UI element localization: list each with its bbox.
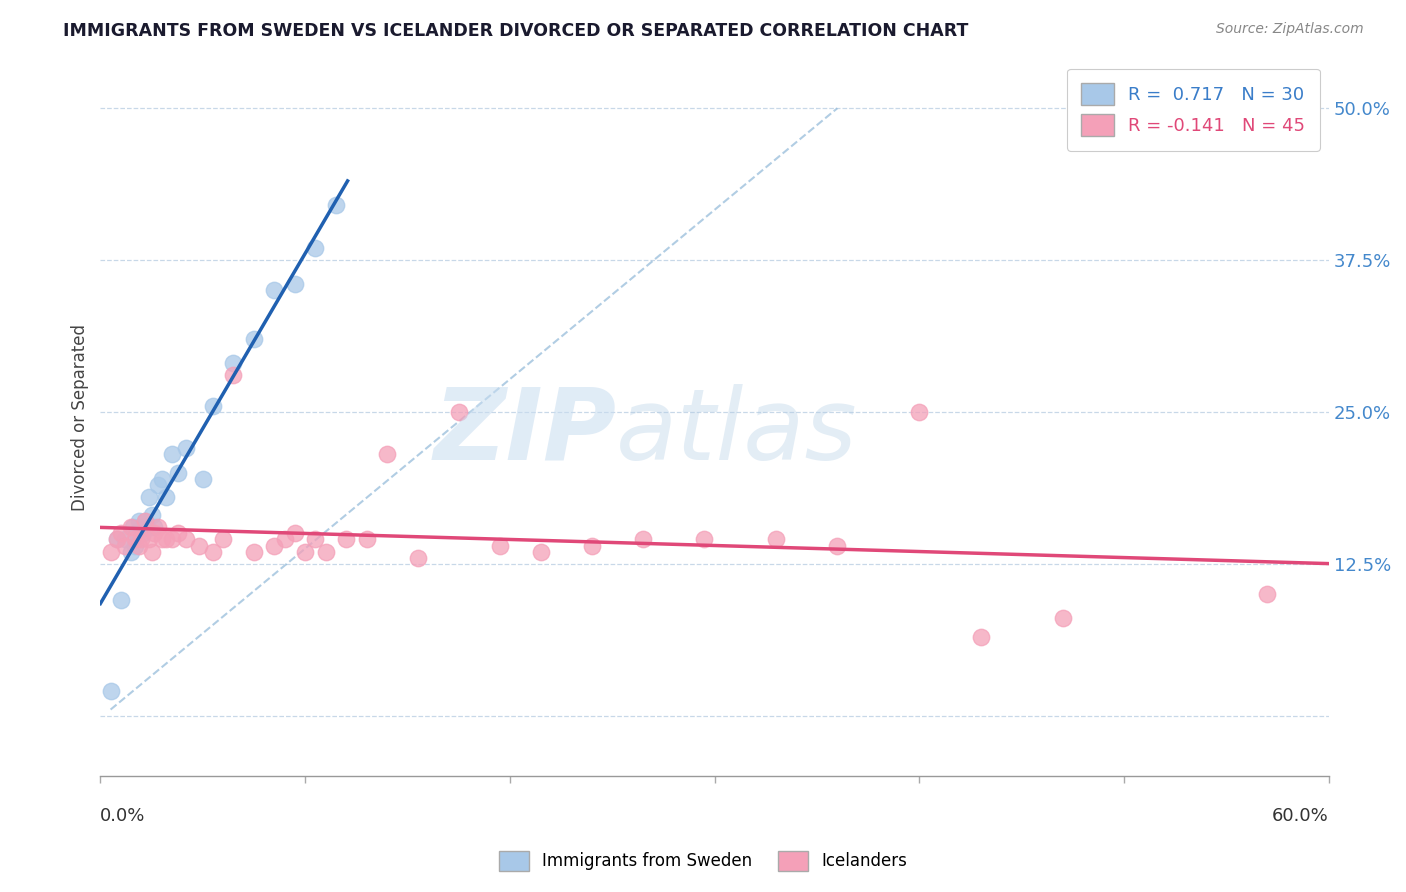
Point — [222, 368, 245, 383]
Point — [146, 478, 169, 492]
Point — [176, 533, 198, 547]
Point — [187, 539, 209, 553]
Point — [129, 533, 152, 547]
Point — [294, 544, 316, 558]
Y-axis label: Divorced or Separated: Divorced or Separated — [72, 325, 89, 511]
Point — [142, 526, 165, 541]
Point — [406, 550, 429, 565]
Point — [128, 539, 150, 553]
Text: ZIP: ZIP — [433, 384, 616, 481]
Point — [335, 533, 357, 547]
Text: 0.0%: 0.0% — [100, 806, 146, 825]
Point — [134, 514, 156, 528]
Legend: Immigrants from Sweden, Icelanders: Immigrants from Sweden, Icelanders — [491, 842, 915, 880]
Point — [631, 533, 654, 547]
Point — [356, 533, 378, 547]
Legend: R =  0.717   N = 30, R = -0.141   N = 45: R = 0.717 N = 30, R = -0.141 N = 45 — [1067, 69, 1320, 151]
Point — [315, 544, 337, 558]
Point — [176, 442, 198, 456]
Text: IMMIGRANTS FROM SWEDEN VS ICELANDER DIVORCED OR SEPARATED CORRELATION CHART: IMMIGRANTS FROM SWEDEN VS ICELANDER DIVO… — [63, 22, 969, 40]
Point — [105, 533, 128, 547]
Point — [167, 466, 190, 480]
Point — [142, 520, 165, 534]
Point — [167, 526, 190, 541]
Point — [222, 356, 245, 370]
Point — [127, 526, 149, 541]
Point — [908, 405, 931, 419]
Point — [284, 277, 307, 292]
Point — [263, 539, 285, 553]
Point — [110, 593, 132, 607]
Point — [243, 332, 266, 346]
Point — [160, 447, 183, 461]
Point — [132, 526, 155, 541]
Point — [110, 526, 132, 541]
Point — [155, 533, 177, 547]
Point — [105, 533, 128, 547]
Point — [447, 405, 470, 419]
Point — [201, 399, 224, 413]
Point — [243, 544, 266, 558]
Point — [136, 520, 159, 534]
Point — [150, 533, 173, 547]
Point — [581, 539, 603, 553]
Point — [155, 490, 177, 504]
Point — [1052, 611, 1074, 625]
Point — [304, 533, 326, 547]
Point — [100, 544, 122, 558]
Point — [325, 198, 347, 212]
Point — [284, 526, 307, 541]
Point — [488, 539, 510, 553]
Point — [970, 630, 993, 644]
Point — [1256, 587, 1278, 601]
Text: atlas: atlas — [616, 384, 858, 481]
Point — [304, 241, 326, 255]
Point — [134, 514, 156, 528]
Text: Source: ZipAtlas.com: Source: ZipAtlas.com — [1216, 22, 1364, 37]
Point — [128, 514, 150, 528]
Point — [138, 490, 160, 504]
Point — [124, 539, 146, 553]
Point — [273, 533, 295, 547]
Point — [114, 539, 136, 553]
Point — [263, 284, 285, 298]
Point — [191, 472, 214, 486]
Point — [765, 533, 787, 547]
Point — [124, 533, 146, 547]
Point — [375, 447, 398, 461]
Point — [141, 508, 163, 523]
Point — [141, 544, 163, 558]
Point — [201, 544, 224, 558]
Point — [129, 520, 152, 534]
Point — [212, 533, 235, 547]
Point — [150, 472, 173, 486]
Text: 60.0%: 60.0% — [1272, 806, 1329, 825]
Point — [120, 520, 142, 534]
Point — [827, 539, 849, 553]
Point — [529, 544, 551, 558]
Point — [120, 544, 142, 558]
Point — [114, 533, 136, 547]
Point — [160, 533, 183, 547]
Point — [138, 533, 160, 547]
Point — [100, 684, 122, 698]
Point — [122, 520, 145, 534]
Point — [146, 520, 169, 534]
Point — [693, 533, 716, 547]
